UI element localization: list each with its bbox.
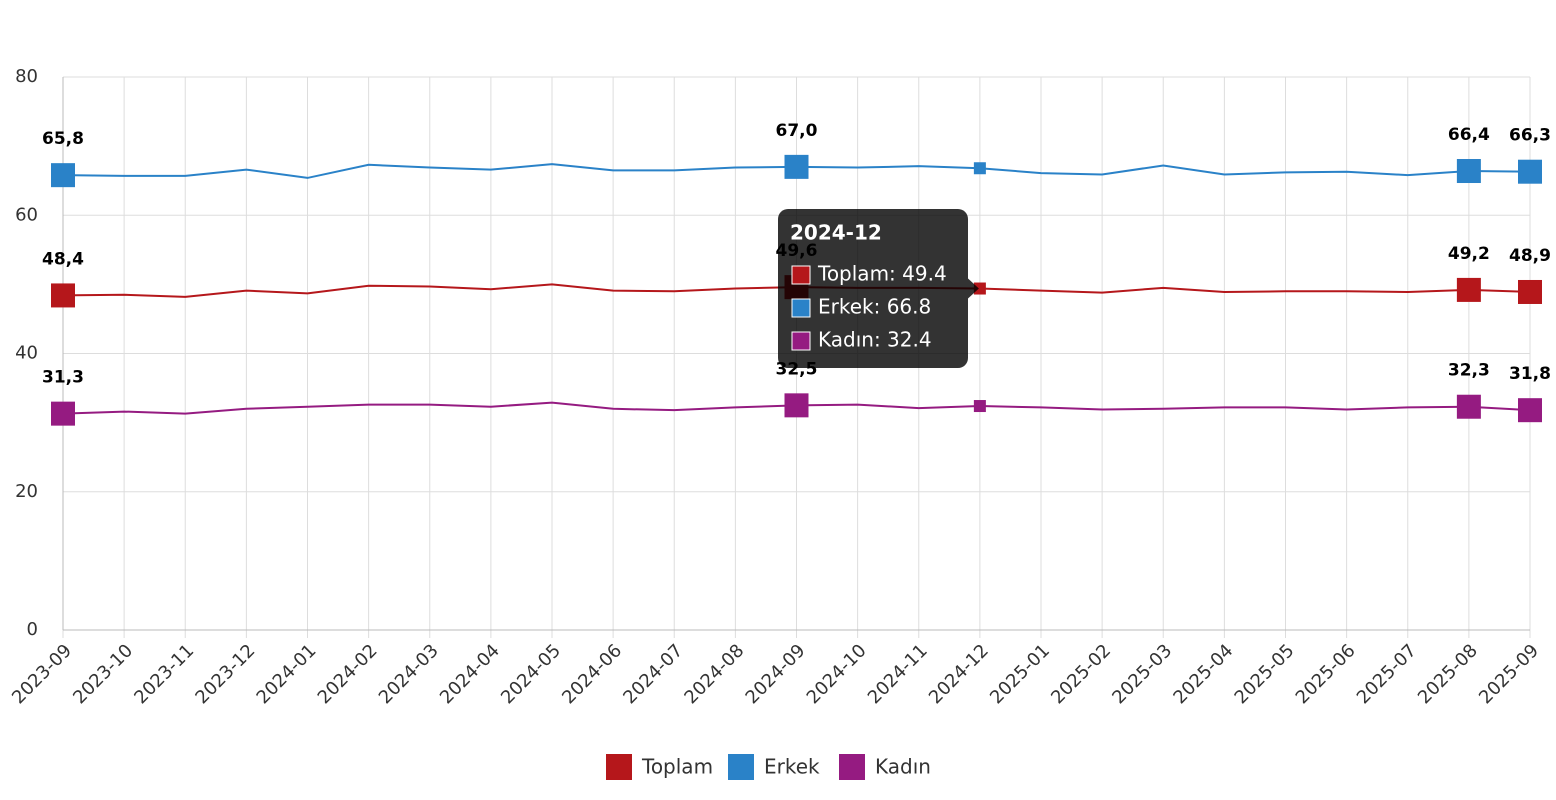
x-tick-label: 2024-11 bbox=[864, 640, 932, 708]
data-label: 65,8 bbox=[42, 129, 84, 149]
legend-swatch bbox=[606, 754, 632, 780]
point-marker bbox=[51, 283, 75, 308]
tooltip-swatch bbox=[791, 265, 811, 285]
x-tick-label: 2024-10 bbox=[803, 640, 871, 708]
x-tick-label: 2025-07 bbox=[1353, 640, 1421, 708]
legend-swatch bbox=[839, 754, 865, 780]
x-tick-label: 2025-08 bbox=[1414, 640, 1482, 708]
tooltip-arrow bbox=[968, 278, 979, 299]
point-marker bbox=[1518, 159, 1542, 184]
legend-swatch bbox=[728, 754, 754, 780]
x-tick-label: 2023-09 bbox=[8, 640, 76, 708]
data-label: 67,0 bbox=[776, 121, 818, 141]
y-tick-label: 60 bbox=[15, 204, 38, 225]
x-tick-label: 2023-10 bbox=[69, 640, 137, 708]
point-marker bbox=[784, 154, 809, 179]
x-tick-label: 2024-07 bbox=[619, 640, 687, 708]
legend-label: Erkek bbox=[764, 755, 820, 779]
tooltip-item: Erkek: 66.8 bbox=[818, 295, 931, 319]
x-tick-label: 2024-09 bbox=[742, 640, 810, 708]
x-tick-label: 2024-05 bbox=[497, 640, 565, 708]
x-tick-label: 2025-03 bbox=[1108, 640, 1176, 708]
x-tick-label: 2025-09 bbox=[1475, 640, 1543, 708]
x-tick-label: 2025-01 bbox=[986, 640, 1054, 708]
y-tick-label: 80 bbox=[15, 66, 38, 87]
point-marker bbox=[1456, 277, 1481, 302]
point-marker bbox=[51, 401, 75, 426]
tooltip-title: 2024-12 bbox=[790, 221, 882, 245]
hover-marker bbox=[973, 162, 986, 175]
point-marker bbox=[784, 393, 809, 418]
data-label: 31,8 bbox=[1509, 364, 1551, 384]
tooltip-item: Toplam: 49.4 bbox=[817, 262, 947, 286]
legend-label: Kadın bbox=[875, 755, 931, 779]
hover-marker bbox=[973, 282, 986, 295]
point-marker bbox=[1456, 159, 1481, 184]
data-label: 32,3 bbox=[1448, 361, 1490, 381]
x-tick-label: 2024-04 bbox=[436, 640, 504, 708]
y-tick-label: 40 bbox=[15, 343, 38, 364]
hover-marker bbox=[973, 400, 986, 413]
x-tick-label: 2024-12 bbox=[925, 640, 993, 708]
data-label: 49,2 bbox=[1448, 244, 1490, 264]
point-marker bbox=[1518, 398, 1542, 423]
legend-label: Toplam bbox=[641, 755, 713, 779]
x-tick-label: 2024-01 bbox=[253, 640, 321, 708]
data-label: 48,4 bbox=[42, 249, 84, 269]
x-tick-label: 2023-11 bbox=[130, 640, 198, 708]
x-tick-label: 2024-06 bbox=[558, 640, 626, 708]
x-tick-label: 2025-02 bbox=[1047, 640, 1115, 708]
tooltip: 2024-12 Toplam: 49.4 Erkek: 66.8 Kadın: 32.… bbox=[778, 209, 979, 368]
tooltip-swatch bbox=[791, 298, 811, 318]
x-tick-label: 2024-08 bbox=[680, 640, 748, 708]
x-tick-label: 2024-03 bbox=[375, 640, 443, 708]
x-tick-label: 2025-04 bbox=[1169, 640, 1237, 708]
x-tick-label: 2024-02 bbox=[314, 640, 382, 708]
tooltip-box bbox=[778, 209, 968, 368]
point-marker bbox=[1456, 394, 1481, 419]
data-label: 66,3 bbox=[1509, 126, 1551, 146]
point-marker bbox=[51, 163, 75, 188]
y-tick-label: 0 bbox=[27, 619, 38, 640]
point-marker bbox=[1518, 279, 1542, 304]
data-label: 66,4 bbox=[1448, 125, 1490, 145]
y-tick-label: 20 bbox=[15, 481, 38, 502]
data-label: 31,3 bbox=[42, 368, 84, 388]
tooltip-swatch bbox=[791, 331, 811, 351]
x-tick-label: 2025-06 bbox=[1292, 640, 1360, 708]
x-tick-label: 2025-05 bbox=[1231, 640, 1299, 708]
data-label: 48,9 bbox=[1509, 246, 1551, 266]
tooltip-item: Kadın: 32.4 bbox=[818, 328, 932, 352]
x-tick-label: 2023-12 bbox=[191, 640, 259, 708]
